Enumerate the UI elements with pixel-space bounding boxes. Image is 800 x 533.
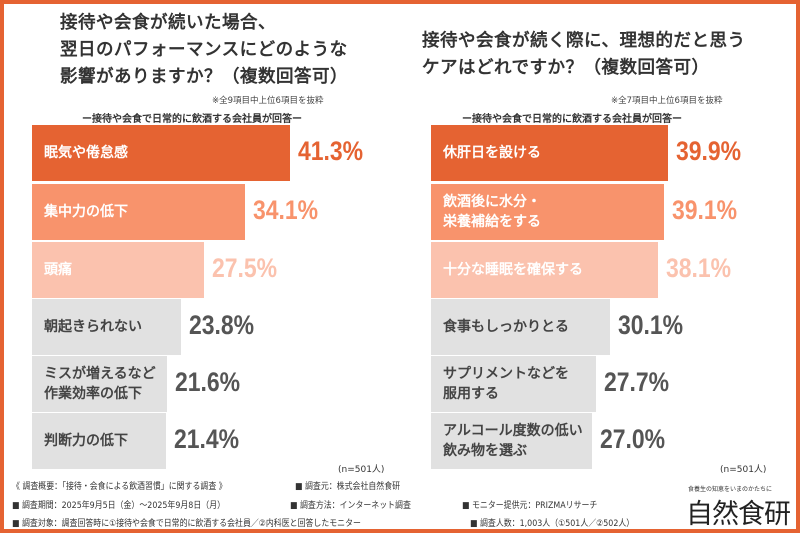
value-label: 27.0%	[599, 424, 665, 454]
value-label: 21.6%	[175, 367, 241, 397]
bar: 頭痛	[32, 242, 204, 298]
bar-label: アルコール度数の低い 飲み物を選ぶ	[443, 423, 583, 459]
bar: 判断力の低下	[32, 413, 166, 469]
bar: 集中力の低下	[32, 184, 246, 240]
survey-source: ■ 調査元：株式会社自然食研	[295, 482, 401, 492]
left-chart-note: ※全9項目中上位6項目を抜粋	[212, 96, 324, 106]
value-label: 21.4%	[173, 424, 239, 454]
bar-label: 頭痛	[44, 262, 72, 278]
survey-overview: 《 調査概要：「接待・会食による飲酒習慣」に関する調査 》	[12, 482, 227, 492]
value-label: 30.1%	[618, 310, 684, 340]
left-chart-subtitle: ー接待や会食で日常的に飲酒する会社員が回答ー	[82, 114, 302, 125]
logo: 自然食研	[686, 499, 791, 530]
survey-period: ■ 調査期間：2025年9月5日（金）～2025年9月8日（月）	[12, 501, 226, 511]
survey-count: ■ 調査人数：1,003人（①501人／②502人）	[470, 519, 635, 529]
bar-label: ミスが増えるなど 作業効率の低下	[44, 366, 156, 402]
bar-label: 集中力の低下	[44, 204, 128, 220]
value-label: 38.1%	[665, 253, 731, 283]
bar: ミスが増えるなど 作業効率の低下	[32, 356, 167, 412]
value-label: 23.8%	[188, 310, 254, 340]
value-label: 27.5%	[211, 253, 277, 283]
title-line: 影響がありますか？（複数回答可）	[60, 67, 348, 87]
bar: アルコール度数の低い 飲み物を選ぶ	[431, 413, 592, 469]
survey-provider: ■ モニター提供元：PRIZMAリサーチ	[462, 501, 598, 511]
bar: 眠気や倦怠感	[32, 125, 291, 181]
left-sample-size: (n=501人)	[338, 465, 385, 475]
bar-label: 十分な睡眠を確保する	[443, 262, 583, 278]
survey-method: ■ 調査方法：インターネット調査	[290, 501, 411, 511]
bar-label: 判断力の低下	[44, 433, 128, 449]
survey-target: ■ 調査対象：調査回答時に①接待や会食で日常的に飲酒する会社員／②内科医と回答し…	[12, 519, 361, 529]
bar: 朝起きられない	[32, 299, 181, 355]
right-chart-note: ※全7項目中上位6項目を抜粋	[611, 96, 723, 106]
bar-label: サプリメントなどを 服用する	[443, 366, 569, 402]
bar: 飲酒後に水分・ 栄養補給をする	[431, 184, 664, 240]
bar-label: 眠気や倦怠感	[44, 145, 128, 161]
title-line: 接待や会食が続いた場合、	[60, 13, 276, 33]
bar-label: 食事もしっかりとる	[443, 319, 569, 335]
bar-label: 休肝日を設ける	[443, 145, 541, 161]
right-sample-size: (n=501人)	[720, 465, 767, 475]
logo-tagline: 食養生の知恵をいまのかたちに	[688, 486, 773, 493]
bar: 休肝日を設ける	[431, 125, 669, 181]
left-chart-title: 接待や会食が続いた場合、 翌日のパフォーマンスにどのような 影響がありますか？（…	[60, 10, 348, 91]
title-line: 接待や会食が続く際に、理想的だと思う	[422, 31, 746, 51]
bar-label: 朝起きられない	[44, 319, 142, 335]
title-line: ケアはどれですか？（複数回答可）	[422, 58, 710, 78]
bar: サプリメントなどを 服用する	[431, 356, 596, 412]
value-label: 34.1%	[253, 195, 319, 225]
title-line: 翌日のパフォーマンスにどのような	[60, 40, 348, 60]
value-label: 27.7%	[603, 367, 669, 397]
bar: 食事もしっかりとる	[431, 299, 611, 355]
bar: 十分な睡眠を確保する	[431, 242, 658, 298]
value-label: 39.1%	[671, 195, 737, 225]
right-chart-title: 接待や会食が続く際に、理想的だと思う ケアはどれですか？（複数回答可）	[422, 28, 745, 82]
value-label: 39.9%	[676, 136, 742, 166]
right-chart-subtitle: ー接待や会食で日常的に飲酒する会社員が回答ー	[462, 114, 682, 125]
bar-label: 飲酒後に水分・ 栄養補給をする	[443, 194, 541, 230]
value-label: 41.3%	[298, 136, 364, 166]
